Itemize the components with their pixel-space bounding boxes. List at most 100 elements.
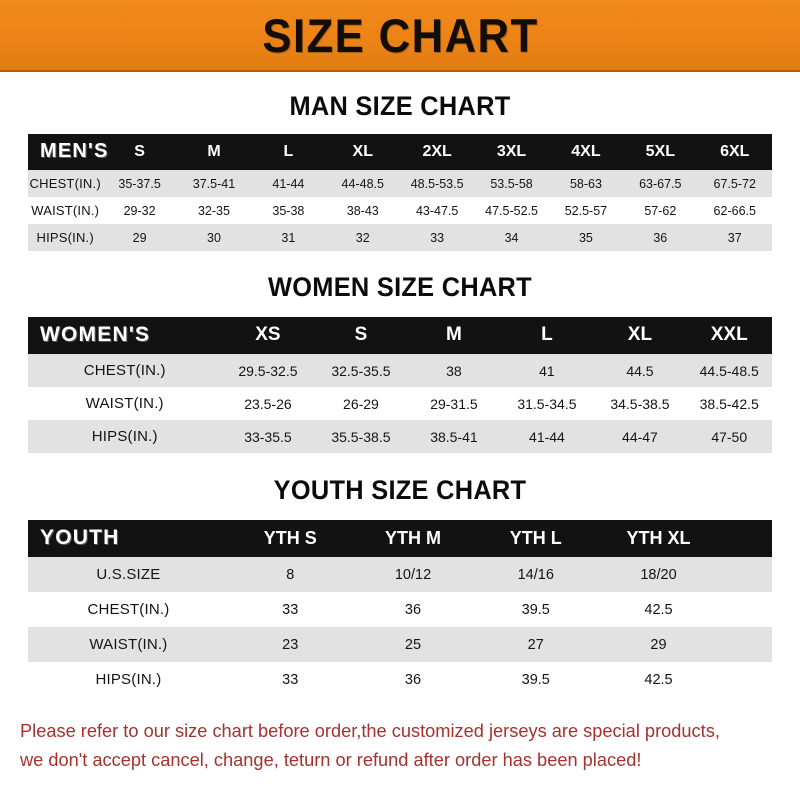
man-waist-m: 32-35 — [197, 203, 230, 218]
youth-cell-spacer — [720, 592, 772, 627]
man-chest-xl: 44-48.5 — [341, 176, 384, 191]
table-row: WAIST(IN.) 23.5-26 26-29 29-31.5 31.5-34… — [28, 387, 772, 420]
women-col-header-xs: XS — [255, 324, 281, 345]
man-chest-s: 35-37.5 — [118, 176, 161, 191]
table-row: HIPS(IN.) 33 36 39.5 42.5 — [28, 662, 772, 697]
man-size-table-wrap: MEN'S S M L XL 2XL 3XL 4XL 5XL 6XL CHEST… — [28, 134, 772, 251]
man-hips-l: 31 — [281, 230, 296, 245]
man-col-header-xl: XL — [352, 142, 373, 160]
man-waist-l: 35-38 — [272, 203, 305, 218]
women-col-header-xl: XL — [627, 324, 653, 345]
youth-hips-xl: 42.5 — [644, 671, 673, 688]
man-hips-4xl: 35 — [578, 230, 593, 245]
man-row-label-waist: WAIST(IN.) — [31, 203, 100, 218]
table-row: U.S.SIZE 8 10/12 14/16 18/20 — [28, 557, 772, 592]
man-chest-6xl: 67.5-72 — [713, 176, 756, 191]
man-chest-5xl: 63-67.5 — [639, 176, 682, 191]
women-chest-s: 32.5-35.5 — [331, 362, 391, 379]
table-row: HIPS(IN.) 29 30 31 32 33 34 35 36 37 — [28, 224, 772, 251]
youth-cell-spacer — [720, 662, 772, 697]
youth-ussize-m: 10/12 — [394, 566, 432, 583]
women-corner-label: WOMEN'S — [40, 323, 151, 346]
women-col-header-m: M — [446, 324, 462, 345]
man-col-header-5xl: 5XL — [645, 142, 675, 160]
women-col-header-s: S — [354, 324, 368, 345]
man-col-header-m: M — [207, 142, 221, 160]
man-col-header-6xl: 6XL — [720, 142, 750, 160]
youth-section-title: YOUTH SIZE CHART — [273, 475, 527, 505]
man-section-title: MAN SIZE CHART — [289, 91, 511, 121]
women-row-label-waist: WAIST(IN.) — [85, 395, 164, 412]
youth-hips-s: 33 — [282, 671, 299, 688]
women-chest-l: 41 — [539, 362, 555, 379]
youth-row-label-hips: HIPS(IN.) — [95, 671, 162, 688]
man-chest-3xl: 53.5-58 — [490, 176, 533, 191]
man-hips-xl: 32 — [355, 230, 370, 245]
youth-col-header-s: YTH S — [263, 527, 317, 548]
women-hips-m: 38.5-41 — [430, 428, 478, 445]
women-hips-s: 35.5-38.5 — [331, 428, 391, 445]
youth-waist-l: 27 — [527, 636, 544, 653]
women-size-table: WOMEN'S XS S M L XL XXL CHEST(IN.) 29.5-… — [28, 317, 772, 453]
youth-table-body: U.S.SIZE 8 10/12 14/16 18/20 CHEST(IN.) … — [28, 557, 772, 697]
table-row: HIPS(IN.) 33-35.5 35.5-38.5 38.5-41 41-4… — [28, 420, 772, 453]
women-hips-l: 41-44 — [529, 428, 565, 445]
man-col-header-l: L — [283, 142, 294, 160]
man-hips-m: 30 — [207, 230, 221, 245]
women-waist-xs: 23.5-26 — [244, 395, 292, 412]
youth-col-header-m: YTH M — [385, 527, 441, 548]
youth-col-header-l: YTH L — [509, 527, 562, 548]
man-hips-6xl: 37 — [727, 230, 742, 245]
youth-row-label-waist: WAIST(IN.) — [89, 636, 168, 653]
youth-ussize-s: 8 — [286, 566, 295, 583]
youth-row-label-ussize: U.S.SIZE — [96, 566, 161, 583]
man-table-body: CHEST(IN.) 35-37.5 37.5-41 41-44 44-48.5… — [28, 170, 772, 251]
man-row-label-chest: CHEST(IN.) — [29, 176, 101, 191]
women-col-header-l: L — [541, 324, 553, 345]
table-row: CHEST(IN.) 33 36 39.5 42.5 — [28, 592, 772, 627]
youth-hips-m: 36 — [404, 671, 422, 688]
women-hips-xl: 44-47 — [622, 428, 658, 445]
table-row: CHEST(IN.) 29.5-32.5 32.5-35.5 38 41 44.… — [28, 354, 772, 387]
youth-col-header-xl: YTH XL — [626, 527, 691, 548]
youth-cell-spacer — [720, 627, 772, 662]
notice-line-1: Please refer to our size chart before or… — [20, 720, 720, 741]
man-chest-l: 41-44 — [272, 176, 305, 191]
page-banner: SIZE CHART — [0, 0, 800, 72]
women-size-table-wrap: WOMEN'S XS S M L XL XXL CHEST(IN.) 29.5-… — [28, 317, 772, 453]
man-chest-m: 37.5-41 — [192, 176, 236, 191]
women-waist-l: 31.5-34.5 — [517, 395, 577, 412]
youth-table-head: YOUTH YTH S YTH M YTH L YTH XL — [28, 520, 772, 557]
man-row-label-hips: HIPS(IN.) — [36, 230, 94, 245]
youth-row-label-chest: CHEST(IN.) — [87, 601, 170, 618]
notice-line-2: we don't accept cancel, change, teturn o… — [20, 748, 642, 770]
youth-size-table: YOUTH YTH S YTH M YTH L YTH XL U.S.SIZE … — [28, 520, 772, 697]
youth-waist-xl: 29 — [650, 636, 667, 653]
man-size-table: MEN'S S M L XL 2XL 3XL 4XL 5XL 6XL CHEST… — [28, 134, 772, 251]
women-col-header-xxl: XXL — [710, 324, 748, 345]
youth-ussize-xl: 18/20 — [640, 566, 677, 583]
youth-chest-s: 33 — [282, 601, 299, 618]
man-col-header-3xl: 3XL — [496, 142, 527, 160]
man-waist-2xl: 43-47.5 — [415, 203, 459, 218]
women-table-head: WOMEN'S XS S M L XL XXL — [28, 317, 772, 354]
man-corner-label: MEN'S — [40, 140, 109, 162]
youth-chest-l: 39.5 — [521, 601, 550, 618]
youth-corner-label: YOUTH — [40, 526, 120, 549]
man-hips-s: 29 — [132, 230, 147, 245]
youth-header-spacer — [720, 520, 772, 557]
man-col-header-2xl: 2XL — [422, 142, 452, 160]
man-table-head: MEN'S S M L XL 2XL 3XL 4XL 5XL 6XL — [28, 134, 772, 170]
women-waist-s: 26-29 — [343, 395, 379, 412]
man-col-header-s: S — [134, 142, 145, 160]
women-chest-xl: 44.5 — [626, 362, 654, 379]
youth-cell-spacer — [720, 557, 772, 592]
women-hips-xs: 33-35.5 — [244, 428, 292, 445]
women-waist-xxl: 38.5-42.5 — [699, 395, 759, 412]
table-row: WAIST(IN.) 29-32 32-35 35-38 38-43 43-47… — [28, 197, 772, 224]
youth-size-table-wrap: YOUTH YTH S YTH M YTH L YTH XL U.S.SIZE … — [28, 520, 772, 697]
man-waist-5xl: 57-62 — [644, 203, 677, 218]
youth-hips-l: 39.5 — [521, 671, 550, 688]
youth-chest-xl: 42.5 — [644, 601, 673, 618]
